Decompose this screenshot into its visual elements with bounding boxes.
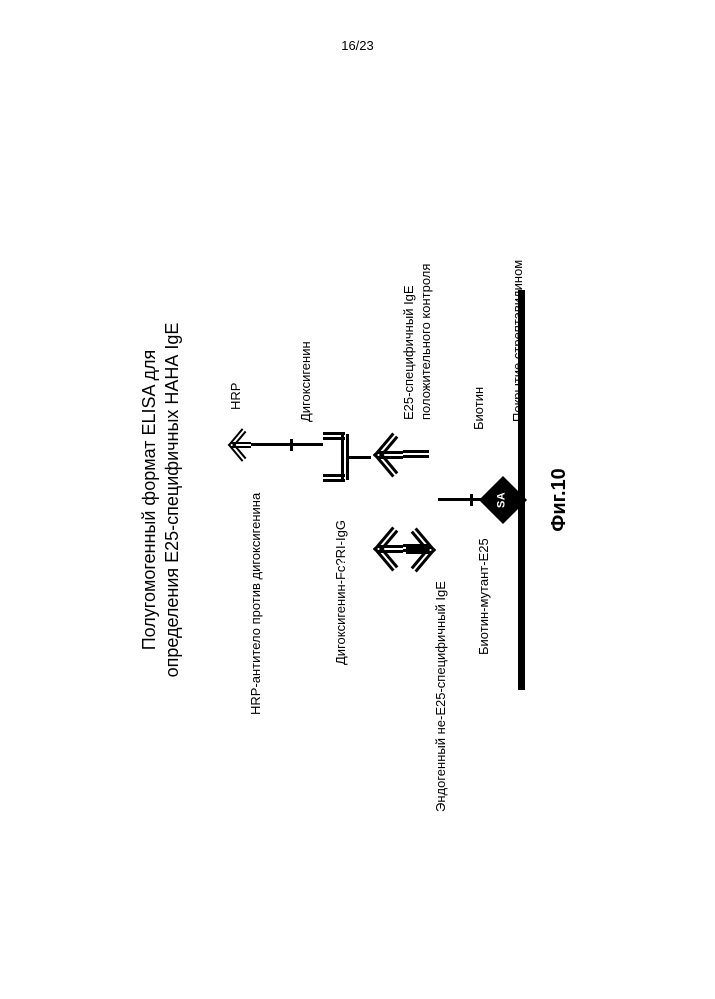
label-e25-ige-1: Е25-специфичный IgE bbox=[401, 285, 416, 420]
biotin-cap-icon bbox=[470, 494, 473, 506]
dig-link2-icon bbox=[293, 443, 323, 446]
label-hrp: HRP bbox=[228, 382, 243, 409]
label-e25-ige-2: положительного контроля bbox=[418, 263, 433, 419]
label-dig: Дигоксигенин bbox=[298, 341, 313, 422]
receptor-icon bbox=[323, 430, 351, 484]
title-line-2: определения Е25-специфичных НАНА IgE bbox=[162, 322, 182, 677]
page-container: 16/23 Полугомогенный формат ELISA для оп… bbox=[0, 0, 715, 999]
label-biotin: Биотин bbox=[471, 386, 486, 429]
ige-left-stem-ext2 bbox=[403, 544, 429, 547]
sa-text: SA bbox=[495, 491, 507, 507]
ige-right-stem-ext bbox=[403, 455, 429, 458]
plate-icon bbox=[518, 290, 525, 690]
label-biotin-mutant: Биотин-мутант-Е25 bbox=[476, 538, 491, 655]
label-dig-fcri: Дигоксигенин-Fc?RI-IgG bbox=[333, 520, 348, 665]
label-endo-ige: Эндогенный не-Е25-специфичный IgE bbox=[433, 581, 448, 812]
page-number: 16/23 bbox=[341, 38, 374, 53]
diagram-title: Полугомогенный формат ELISA для определе… bbox=[138, 322, 185, 677]
receptor-stem-icon bbox=[349, 456, 371, 459]
figure-caption: Фиг.10 bbox=[548, 468, 571, 532]
title-line-1: Полугомогенный формат ELISA для bbox=[139, 349, 159, 650]
dig-link-icon bbox=[251, 443, 291, 446]
ige-right-stem-ext2 bbox=[403, 450, 429, 453]
diagram: Полугомогенный формат ELISA для определе… bbox=[138, 180, 578, 820]
label-hrp-anti-dig: HRP-антитело против дигоксигенина bbox=[248, 492, 263, 714]
ige-left-stem-ext bbox=[403, 549, 429, 552]
